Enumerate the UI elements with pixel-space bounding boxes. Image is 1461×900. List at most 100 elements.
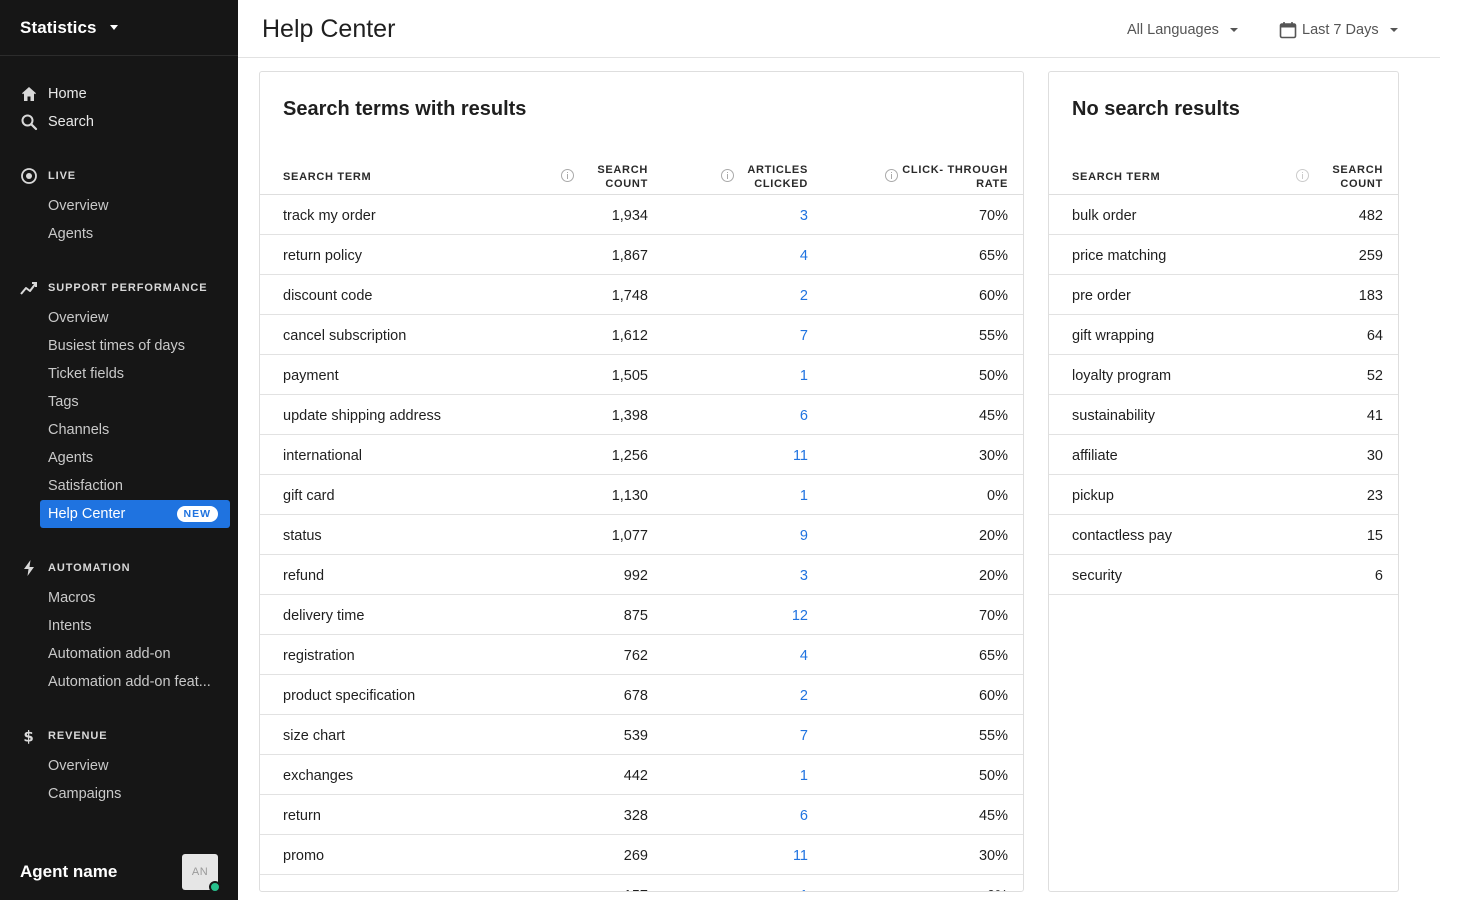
sidebar-item-home[interactable]: Home [20,84,87,104]
sidebar-header[interactable]: Statistics [0,0,238,56]
table-row[interactable]: affiliate 30 [1049,435,1398,475]
articles-clicked-link[interactable]: 1 [799,768,808,784]
column-header-click-through-rate[interactable]: CLICK- THROUGH RATE [902,164,1008,190]
language-dropdown-label: All Languages [1127,22,1219,38]
table-row[interactable]: delivery time 875 12 70% [260,595,1023,635]
articles-clicked-link[interactable]: 12 [791,608,808,624]
section-label: LIVE [48,170,77,182]
table-row[interactable]: return 328 6 45% [260,795,1023,835]
table-row[interactable]: status 1,077 9 20% [260,515,1023,555]
click-through-rate-cell: 30% [978,848,1008,864]
table-row[interactable]: gift card 1,130 1 0% [260,475,1023,515]
sidebar-item-ticket-fields[interactable]: Ticket fields [40,360,230,388]
articles-clicked-link[interactable]: 3 [799,568,808,584]
sidebar-item-label: Busiest times of days [48,338,185,354]
home-icon [22,87,36,101]
articles-clicked-link[interactable]: 2 [799,288,808,304]
language-dropdown[interactable]: All Languages [1127,20,1238,40]
card-title: No search results [1072,98,1240,120]
table-row[interactable]: international 1,256 11 30% [260,435,1023,475]
sidebar-item-live-overview[interactable]: Overview [40,192,230,220]
articles-clicked-link[interactable]: 6 [799,808,808,824]
articles-clicked-link[interactable]: 2 [799,688,808,704]
sidebar-item-revenue-overview[interactable]: Overview [40,752,230,780]
table-row[interactable]: size chart 539 7 55% [260,715,1023,755]
dollar-icon: $ [20,727,38,746]
table-row[interactable]: registration 762 4 65% [260,635,1023,675]
table-row[interactable]: bulk order 482 [1049,195,1398,235]
table-row[interactable]: refund 992 3 20% [260,555,1023,595]
table-row[interactable]: gift wrapping 64 [1049,315,1398,355]
sidebar-item-help-center[interactable]: Help Center NEW [40,500,230,528]
info-icon[interactable] [885,169,898,182]
articles-clicked-link[interactable]: 7 [799,728,808,744]
articles-clicked-link[interactable]: 11 [792,848,808,864]
articles-clicked-link[interactable]: 7 [799,328,808,344]
search-term-cell: return [283,808,321,824]
search-term-cell: return policy [283,248,362,264]
sidebar-item-automation-addon[interactable]: Automation add-on [40,640,230,668]
click-through-rate-cell: 0% [910,887,1008,891]
sidebar-item-label: Automation add-on feat... [48,674,211,690]
sidebar-item-agents[interactable]: Agents [40,444,230,472]
table-row[interactable]: pre order 183 [1049,275,1398,315]
articles-clicked-link[interactable]: 6 [799,408,808,424]
table-row[interactable]: contactless pay 15 [1049,515,1398,555]
sidebar-item-live-agents[interactable]: Agents [40,220,230,248]
column-header-search-count[interactable]: SEARCH COUNT [597,164,648,190]
table-row[interactable]: product specification 678 2 60% [260,675,1023,715]
table-row[interactable]: cancel subscription 1,612 7 55% [260,315,1023,355]
table-row[interactable]: track my order 1,934 3 70% [260,195,1023,235]
sidebar-item-channels[interactable]: Channels [40,416,230,444]
search-count-cell: 52 [1366,368,1383,384]
sidebar-item-campaigns[interactable]: Campaigns [40,780,230,808]
info-icon[interactable] [561,169,574,182]
column-header-search-term[interactable]: SEARCH TERM [1072,171,1161,183]
table-row[interactable]: sustainability 41 [1049,395,1398,435]
column-header-search-count[interactable]: SEARCH COUNT [1332,164,1383,190]
section-revenue[interactable]: $ REVENUE [20,726,107,746]
articles-clicked-link[interactable]: 11 [792,448,808,464]
column-header-search-term[interactable]: SEARCH TERM [283,171,372,183]
table-row[interactable]: loyalty program 52 [1049,355,1398,395]
table-row[interactable]: return policy 1,867 4 65% [260,235,1023,275]
table-row[interactable]: exchanges 442 1 50% [260,755,1023,795]
sidebar-item-intents[interactable]: Intents [40,612,230,640]
search-term-cell: refund [283,568,325,584]
articles-clicked-link[interactable]: 4 [799,648,808,664]
table-row[interactable]: security 6 [1049,555,1398,595]
sidebar-item-tags[interactable]: Tags [40,388,230,416]
articles-clicked-link[interactable]: 3 [799,208,808,224]
sidebar-item-search[interactable]: Search [20,112,94,132]
sidebar-item-label: Home [48,86,87,102]
table-row[interactable]: pickup 23 [1049,475,1398,515]
avatar[interactable]: AN [182,854,221,893]
sidebar-item-busiest-times[interactable]: Busiest times of days [40,332,230,360]
bolt-icon [20,559,38,577]
table-row[interactable]: coupon 157 1 0% [260,875,1023,891]
section-support-performance[interactable]: SUPPORT PERFORMANCE [20,278,208,298]
articles-clicked-link[interactable]: 1 [730,887,808,891]
info-icon[interactable] [1296,169,1309,182]
date-range-dropdown[interactable]: Last 7 Days [1279,20,1398,40]
column-header-articles-clicked[interactable]: ARTICLES CLICKED [747,164,808,190]
articles-clicked-link[interactable]: 1 [799,488,808,504]
search-count-cell: 875 [623,608,648,624]
table-row[interactable]: payment 1,505 1 50% [260,355,1023,395]
articles-clicked-link[interactable]: 1 [799,368,808,384]
table-row[interactable]: update shipping address 1,398 6 45% [260,395,1023,435]
section-live[interactable]: LIVE [20,166,76,186]
table-row[interactable]: price matching 259 [1049,235,1398,275]
articles-clicked-link[interactable]: 4 [799,248,808,264]
table-row[interactable]: promo 269 11 30% [260,835,1023,875]
table-row[interactable]: discount code 1,748 2 60% [260,275,1023,315]
sidebar-item-automation-addon-features[interactable]: Automation add-on feat... [40,668,230,696]
section-automation[interactable]: AUTOMATION [20,558,131,578]
articles-clicked-link[interactable]: 9 [799,528,808,544]
sidebar-footer[interactable]: Agent name AN [0,844,238,900]
info-icon[interactable] [721,169,734,182]
search-count-cell: 30 [1366,448,1383,464]
sidebar-item-support-overview[interactable]: Overview [40,304,230,332]
sidebar-item-satisfaction[interactable]: Satisfaction [40,472,230,500]
sidebar-item-macros[interactable]: Macros [40,584,230,612]
